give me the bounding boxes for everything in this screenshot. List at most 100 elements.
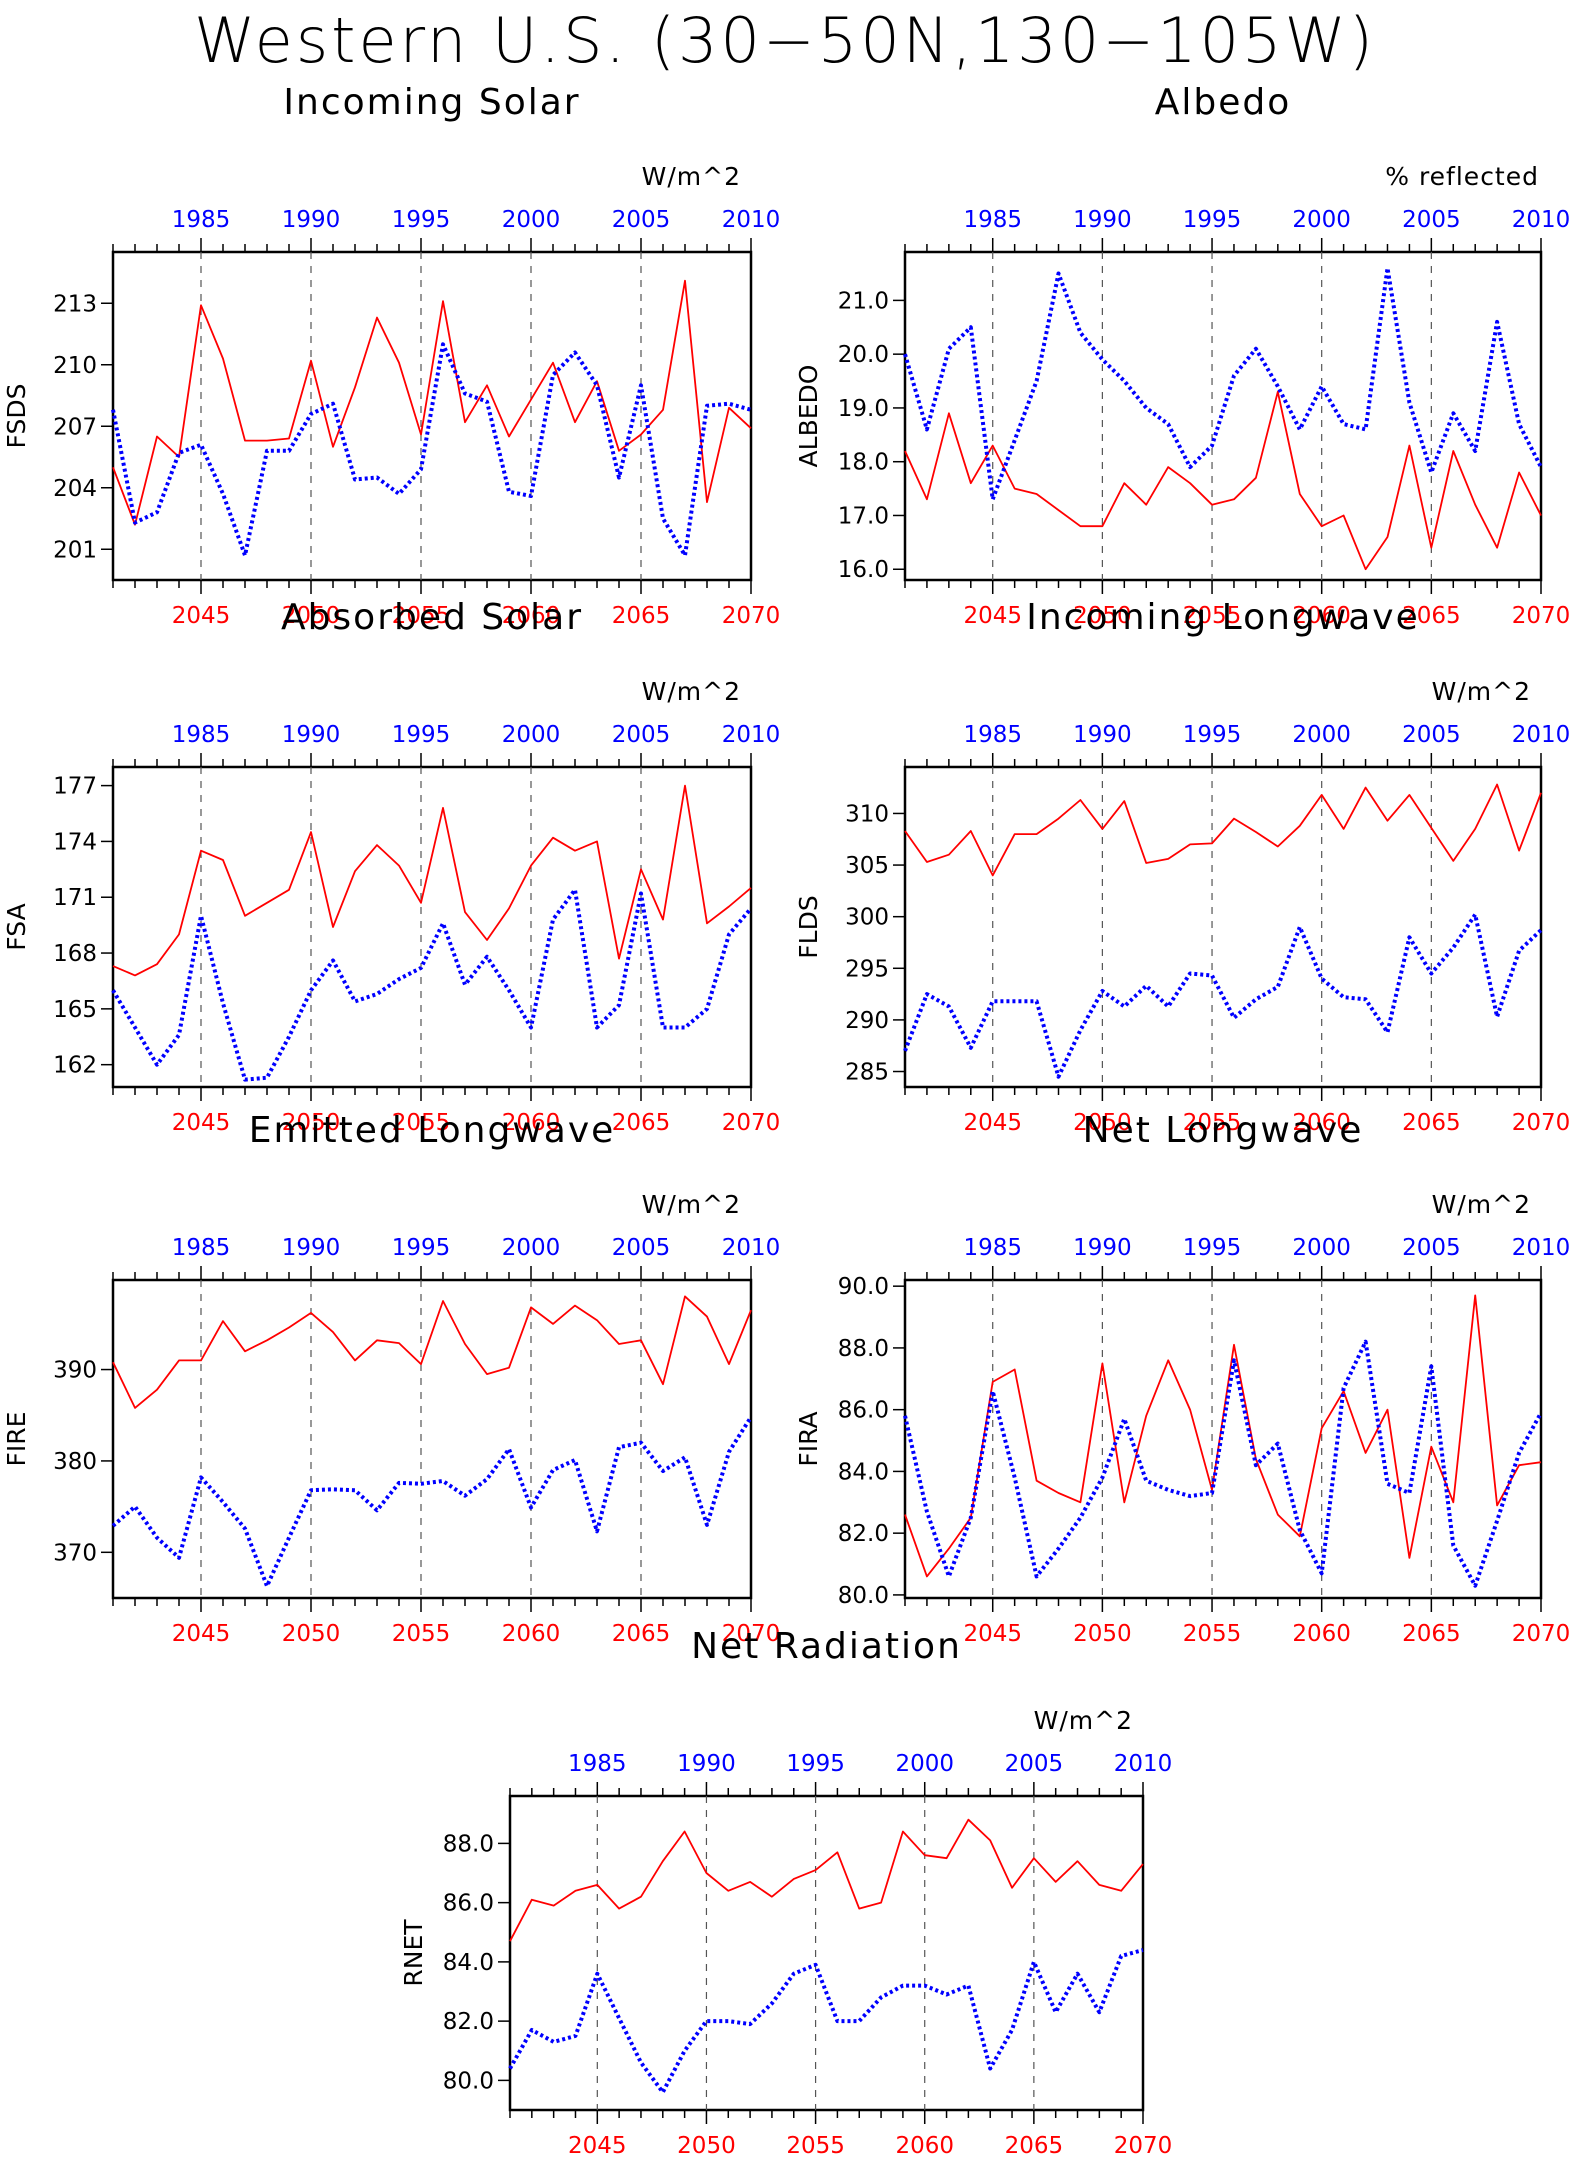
x-tick-label-bottom: 2055 [786, 2133, 845, 2159]
y-tick-label: 204 [53, 476, 97, 502]
series-line-past [111, 342, 752, 558]
chart-title: Incoming Longwave [1026, 597, 1420, 638]
x-tick-label-bottom: 2050 [1073, 1621, 1132, 1647]
series-line-past [111, 1416, 753, 1589]
x-tick-label-bottom: 2065 [612, 603, 671, 629]
y-tick-label: 210 [53, 353, 97, 379]
y-tick-label: 20.0 [838, 342, 889, 368]
x-tick-label-bottom: 2060 [895, 2133, 954, 2159]
x-tick-label-top: 2000 [895, 1751, 954, 1777]
y-tick-label: 305 [845, 853, 889, 879]
y-tick-label: 19.0 [838, 396, 889, 422]
x-tick-label-bottom: 2070 [722, 603, 781, 629]
x-tick-label-bottom: 2060 [502, 1110, 561, 1136]
series-line-past [111, 887, 753, 1082]
x-tick-label-bottom: 2055 [392, 1621, 451, 1647]
y-tick-label: 90.0 [838, 1274, 889, 1300]
y-tick-label: 207 [53, 414, 97, 440]
x-tick-label-bottom: 2065 [1402, 1110, 1461, 1136]
y-tick-label: 171 [53, 885, 97, 911]
y-tick-label: 84.0 [838, 1459, 889, 1485]
x-tick-label-bottom: 2045 [963, 1110, 1022, 1136]
x-tick-label-top: 2010 [1512, 722, 1570, 748]
units-label: W/m^2 [642, 677, 741, 706]
chart-title: Emitted Longwave [249, 1110, 616, 1151]
x-tick-label-top: 2010 [1512, 1235, 1570, 1261]
y-tick-label: 295 [845, 956, 889, 982]
series-line-past [903, 266, 1543, 502]
x-tick-label-top: 2010 [1512, 207, 1570, 233]
chart-panel-3: Absorbed Solar W/m^2 2045 2050 2055 2060 2065 2… [2, 597, 780, 1136]
y-tick-label: 21.0 [838, 288, 889, 314]
x-tick-label-top: 1990 [677, 1751, 736, 1777]
x-tick-label-bottom: 2045 [963, 1621, 1022, 1647]
plot-frame [903, 765, 1543, 1089]
y-axis-label: FSA [2, 903, 31, 950]
y-tick-label: 86.0 [838, 1398, 889, 1424]
plot-frame [111, 765, 753, 1089]
units-label: W/m^2 [1034, 1706, 1133, 1735]
x-tick-label-bottom: 2050 [282, 1621, 341, 1647]
x-tick-label-top: 2005 [1402, 207, 1461, 233]
x-tick-label-top: 2010 [722, 207, 781, 233]
plot-frame [903, 1278, 1543, 1600]
y-tick-label: 285 [845, 1060, 889, 1086]
x-tick-label-top: 2000 [1292, 722, 1351, 748]
units-label: % reflected [1385, 162, 1539, 191]
x-tick-label-bottom: 2055 [1183, 1110, 1242, 1136]
x-tick-label-bottom: 2045 [963, 603, 1022, 629]
x-tick-label-bottom: 2050 [282, 1110, 341, 1136]
x-tick-label-bottom: 2045 [172, 1621, 231, 1647]
x-tick-label-top: 1995 [392, 1235, 451, 1261]
units-label: W/m^2 [642, 1190, 741, 1219]
x-tick-label-bottom: 2065 [1402, 603, 1461, 629]
x-tick-label-bottom: 2065 [612, 1621, 671, 1647]
units-label: W/m^2 [642, 162, 741, 191]
x-tick-label-bottom: 2070 [1512, 1110, 1570, 1136]
chart-panel-5: Emitted Longwave W/m^2 2045 2050 2055 2060 206… [2, 1110, 780, 1647]
chart-panel-2: Albedo % reflected 2045 2050 2055 2060 2065 207… [794, 82, 1570, 629]
x-tick-label-top: 2000 [1292, 207, 1351, 233]
x-tick-label-bottom: 2070 [1114, 2133, 1173, 2159]
x-tick-label-bottom: 2050 [677, 2133, 736, 2159]
chart-panel-4: Incoming Longwave W/m^2 2045 2050 2055 2060 20… [794, 597, 1570, 1136]
units-label: W/m^2 [1432, 1190, 1531, 1219]
y-axis-label: ALBEDO [794, 365, 823, 468]
x-tick-label-bottom: 2060 [1292, 603, 1351, 629]
x-tick-label-top: 1990 [1073, 722, 1132, 748]
x-tick-label-top: 1995 [1183, 722, 1242, 748]
x-tick-label-top: 1985 [568, 1751, 627, 1777]
y-tick-label: 174 [53, 829, 97, 855]
y-tick-label: 86.0 [443, 1891, 494, 1917]
series-line-past [903, 912, 1543, 1079]
x-tick-label-bottom: 2055 [1183, 603, 1242, 629]
y-tick-label: 390 [53, 1358, 97, 1384]
y-tick-label: 82.0 [838, 1521, 889, 1547]
series-line-future [509, 1818, 1144, 1942]
series-line-future [904, 1294, 1542, 1578]
y-tick-label: 310 [845, 801, 889, 827]
x-tick-label-top: 2000 [502, 207, 561, 233]
y-tick-label: 88.0 [838, 1336, 889, 1362]
x-tick-label-bottom: 2065 [612, 1110, 671, 1136]
x-tick-label-bottom: 2070 [722, 1110, 781, 1136]
x-tick-label-top: 1985 [963, 207, 1022, 233]
x-tick-label-bottom: 2070 [1512, 1621, 1570, 1647]
x-tick-label-top: 2010 [722, 1235, 781, 1261]
x-tick-label-bottom: 2045 [172, 603, 231, 629]
chart-panel-1: Incoming Solar W/m^2 2045 2050 2055 2060 2065 2… [2, 82, 780, 629]
y-tick-label: 168 [53, 941, 97, 967]
x-tick-label-bottom: 2065 [1402, 1621, 1461, 1647]
x-tick-label-top: 1990 [1073, 1235, 1132, 1261]
x-tick-label-top: 1985 [172, 207, 231, 233]
x-tick-label-bottom: 2055 [392, 1110, 451, 1136]
x-tick-label-top: 2005 [612, 207, 671, 233]
y-tick-label: 290 [845, 1008, 889, 1034]
y-tick-label: 88.0 [443, 1831, 494, 1857]
x-tick-label-bottom: 2070 [722, 1621, 781, 1647]
y-tick-label: 162 [53, 1053, 97, 1079]
series-line-past [903, 1339, 1543, 1588]
series-line-future [112, 279, 752, 526]
y-axis-label: FSDS [2, 384, 31, 449]
